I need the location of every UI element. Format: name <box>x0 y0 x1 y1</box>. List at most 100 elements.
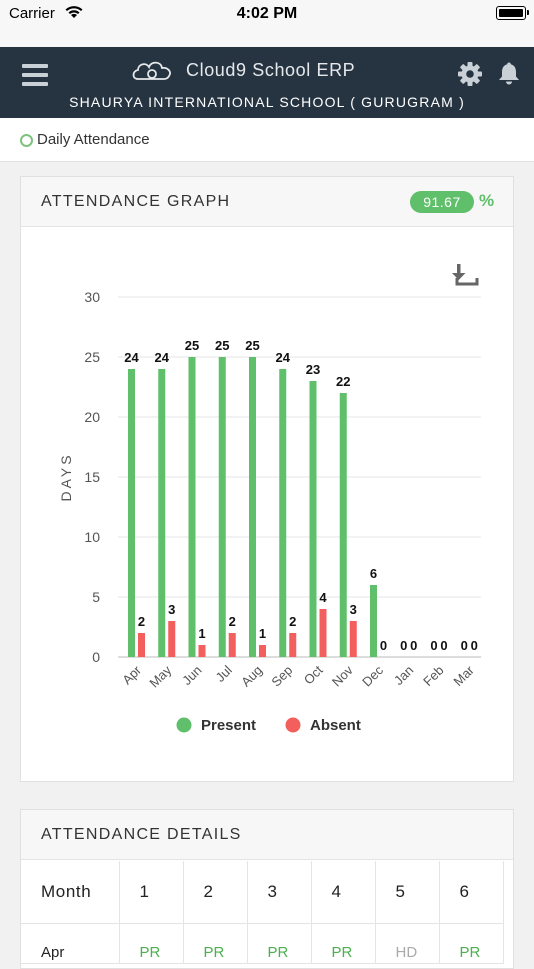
column-header-day: 4 <box>311 861 376 924</box>
download-icon-part <box>457 264 461 276</box>
bell-icon[interactable] <box>498 61 520 85</box>
x-tick-label: Sep <box>268 663 295 690</box>
x-tick-label: Apr <box>119 662 144 687</box>
download-icon-part <box>452 273 466 280</box>
gear-icon[interactable] <box>457 61 483 87</box>
y-tick-label: 20 <box>84 409 100 425</box>
y-axis-label: DAYS <box>58 452 74 501</box>
carrier-label: Carrier <box>9 5 55 22</box>
graph-card-title: ATTENDANCE GRAPH <box>41 193 231 210</box>
bar-absent <box>168 621 176 657</box>
data-label-absent: 1 <box>259 626 266 641</box>
x-tick-label: Jul <box>213 662 235 684</box>
circle-icon <box>20 134 33 147</box>
bar-absent <box>289 633 297 657</box>
attendance-details-table: Month 1 2 3 4 5 6 Apr PR PR PR PR HD PR <box>21 861 504 964</box>
bar-absent <box>319 609 327 657</box>
data-label-absent: 0 <box>410 638 417 653</box>
status-bar: Carrier 4:02 PM <box>0 0 534 47</box>
cloud-logo-icon <box>132 61 171 80</box>
column-header-month: Month <box>21 861 120 924</box>
legend-absent-swatch <box>285 717 301 733</box>
graph-card-header: ATTENDANCE GRAPH 91.67 % <box>21 177 513 227</box>
legend-present-label: Present <box>201 717 256 734</box>
wifi-icon <box>65 6 83 18</box>
y-tick-label: 10 <box>84 529 100 545</box>
app-name: Cloud9 School ERP <box>186 59 356 80</box>
bar-absent <box>259 645 266 657</box>
y-tick-label: 30 <box>84 289 100 305</box>
table-header-row: Month 1 2 3 4 5 6 <box>21 861 504 924</box>
day-status-cell[interactable]: HD <box>375 923 440 964</box>
data-label-present: 24 <box>276 350 291 365</box>
x-tick-label: May <box>146 662 174 690</box>
bar-present <box>249 357 256 657</box>
data-label-absent: 2 <box>289 614 296 629</box>
data-label-absent: 3 <box>350 602 357 617</box>
x-tick-label: Mar <box>450 662 477 689</box>
column-header-day: 5 <box>375 861 440 924</box>
data-label-present: 22 <box>336 374 350 389</box>
x-tick-label: Feb <box>420 663 446 689</box>
table-row: Apr PR PR PR PR HD PR <box>21 923 504 964</box>
bar-present <box>218 357 226 657</box>
data-label-present: 25 <box>245 338 259 353</box>
column-header-day: 2 <box>183 861 248 924</box>
data-label-present: 0 <box>400 638 407 653</box>
x-tick-label: Jun <box>179 663 204 688</box>
details-card-title: ATTENDANCE DETAILS <box>41 826 242 843</box>
clock: 4:02 PM <box>236 5 298 22</box>
x-tick-label: Oct <box>301 662 326 687</box>
data-label-absent: 2 <box>138 614 145 629</box>
bar-present <box>128 369 135 657</box>
y-tick-label: 5 <box>92 589 100 605</box>
y-tick-label: 25 <box>84 349 100 365</box>
details-card-header: ATTENDANCE DETAILS <box>21 810 513 860</box>
day-status-cell[interactable]: PR <box>311 923 376 964</box>
app-header: Cloud9 School ERP SHAURYA INTERNATIONAL … <box>0 47 534 118</box>
battery-icon <box>496 6 529 20</box>
legend-absent-label: Absent <box>310 717 361 734</box>
percent-sign: % <box>479 191 495 210</box>
download-icon-part <box>455 278 479 286</box>
brand: Cloud9 School ERP <box>130 56 355 84</box>
x-tick-label: Aug <box>238 663 265 690</box>
day-status-cell[interactable]: PR <box>247 923 312 964</box>
bar-absent <box>138 633 145 657</box>
data-label-absent: 3 <box>168 602 175 617</box>
y-tick-label: 0 <box>92 649 100 665</box>
day-status-cell[interactable]: PR <box>439 923 504 964</box>
data-label-present: 23 <box>306 362 320 377</box>
breadcrumb: Daily Attendance <box>0 118 534 162</box>
attendance-details-card: ATTENDANCE DETAILS Month 1 2 3 4 5 6 Apr PR PR PR… <box>20 809 514 969</box>
bar-present <box>370 585 377 657</box>
data-label-absent: 2 <box>229 614 236 629</box>
day-status-cell[interactable]: PR <box>183 923 248 964</box>
attendance-chart: 051015202530DAYS242Apr243May251Jun252Jul… <box>58 264 481 734</box>
data-label-present: 0 <box>430 638 437 653</box>
data-label-present: 6 <box>370 566 377 581</box>
bar-present <box>279 369 287 657</box>
x-tick-label: Nov <box>329 662 356 689</box>
attendance-graph-card: ATTENDANCE GRAPH 91.67 % 0 5 10 15 20 25 30 DAY… <box>20 176 514 782</box>
data-label-present: 25 <box>215 338 229 353</box>
data-label-present: 25 <box>185 338 199 353</box>
bar-absent <box>228 633 236 657</box>
menu-icon[interactable] <box>22 64 48 86</box>
y-tick-label: 15 <box>84 469 100 485</box>
data-label-absent: 4 <box>319 590 327 605</box>
day-status-cell[interactable]: PR <box>119 923 184 964</box>
breadcrumb-label[interactable]: Daily Attendance <box>37 131 150 148</box>
column-header-day: 3 <box>247 861 312 924</box>
x-tick-label: Dec <box>359 662 386 689</box>
bar-absent <box>349 621 357 657</box>
data-label-absent: 1 <box>198 626 205 641</box>
data-label-present: 0 <box>461 638 468 653</box>
download-icon[interactable] <box>452 264 479 286</box>
attendance-percentage-badge: 91.67 <box>410 191 474 213</box>
column-header-day: 1 <box>119 861 184 924</box>
x-tick-label: Jan <box>391 663 416 688</box>
data-label-absent: 0 <box>380 638 387 653</box>
bar-present <box>188 357 196 657</box>
school-name: SHAURYA INTERNATIONAL SCHOOL ( GURUGRAM … <box>69 94 465 110</box>
